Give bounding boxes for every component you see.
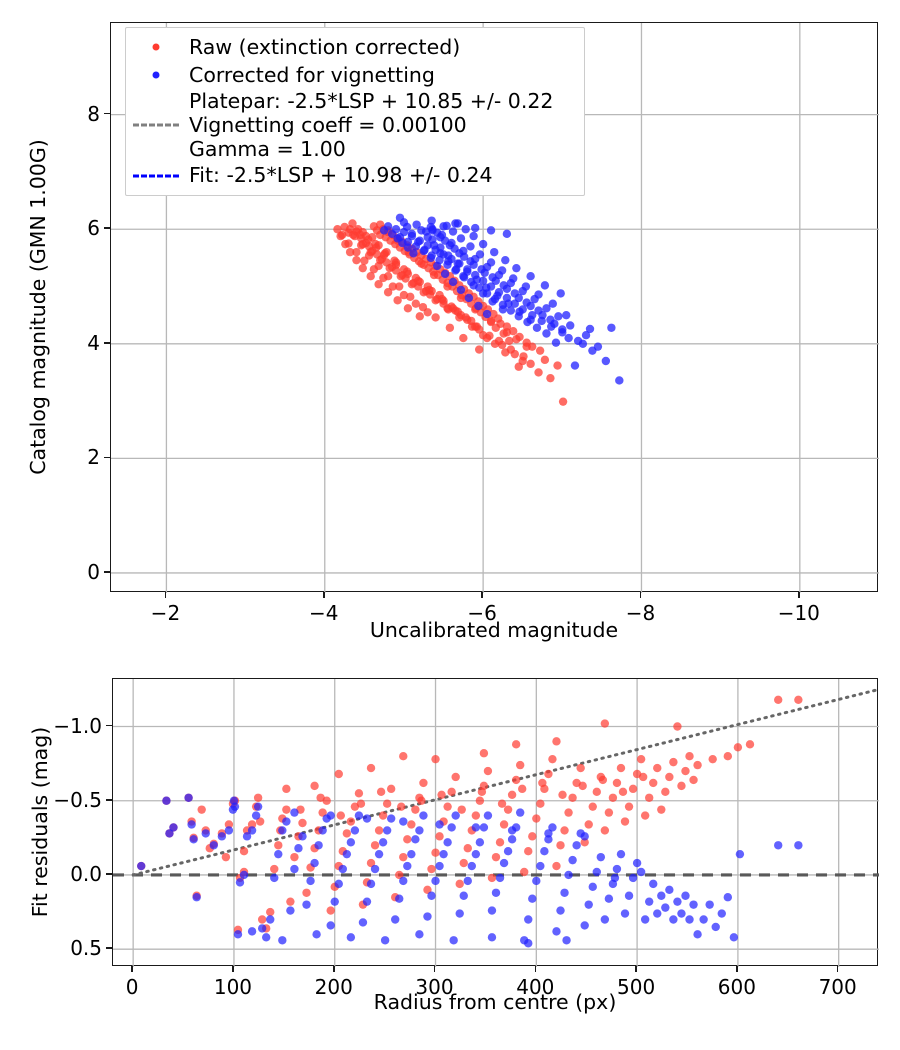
legend-label-corrected: Corrected for vignetting [189,62,435,87]
x-tick-mark [635,966,637,972]
scatter-series [137,695,803,935]
y-tick-mark [106,947,112,949]
magnitude-plot-xlabel: Uncalibrated magnitude [369,618,619,642]
x-tick-label: 200 [314,975,353,999]
fit-residuals-plot [112,678,879,967]
y-tick-label: 6 [87,216,100,241]
x-tick-label: 500 [617,975,656,999]
y-tick-mark [104,571,110,573]
magnitude-plot-legend: Raw (extinction corrected) Corrected for… [125,27,585,196]
x-tick-label: 0 [125,975,139,999]
y-tick-label: 0.5 [70,936,102,961]
x-tick-mark [131,966,133,972]
x-tick-label: 300 [415,975,454,999]
x-tick-mark [164,592,167,598]
legend-marker-corrected-icon [133,63,179,87]
legend-dashed-blue-icon [133,164,179,188]
x-tick-mark [322,592,325,598]
x-tick-label: −2 [150,601,181,625]
x-tick-label: 400 [516,975,555,999]
y-tick-mark [104,342,110,344]
residuals-plot-ylabel: Fit residuals (mag) [28,726,52,918]
y-tick-mark [104,456,110,459]
magnitude-plot-ylabel: Catalog magnitude (GMN 1.00G) [26,139,50,475]
x-tick-label: −10 [777,601,820,625]
x-tick-mark [639,592,642,598]
y-tick-label: 4 [87,330,100,355]
y-tick-label: 0 [87,559,100,584]
y-tick-mark [106,798,112,801]
legend-label-fit: Fit: -2.5*LSP + 10.98 +/- 0.24 [189,163,493,188]
y-tick-label: 8 [87,101,100,126]
residuals-plot-xlabel: Radius from centre (px) [373,990,617,1014]
x-tick-label: −4 [309,601,339,625]
x-tick-mark [798,592,800,598]
y-tick-mark [104,227,110,230]
y-tick-label: 2 [87,445,100,470]
y-tick-mark [104,112,110,115]
y-tick-mark [106,724,112,727]
legend-entry-raw: Raw (extinction corrected) [133,33,575,61]
y-tick-mark [106,873,112,875]
legend-label-platepar: Platepar: -2.5*LSP + 10.85 +/- 0.22 Vign… [189,89,554,162]
x-tick-mark [433,966,436,972]
x-tick-label: 700 [818,975,857,999]
residuals-plot-canvas [113,679,879,967]
legend-dashed-gray-icon [133,113,179,137]
x-tick-mark [481,592,483,598]
x-tick-mark [332,966,335,972]
x-tick-mark [736,966,738,972]
x-tick-mark [534,966,537,972]
scatter-series [137,793,803,948]
legend-entry-platepar: Platepar: -2.5*LSP + 10.85 +/- 0.22 Vign… [133,89,575,162]
legend-marker-raw-icon [133,35,179,59]
legend-label-raw: Raw (extinction corrected) [189,34,461,59]
legend-entry-corrected: Corrected for vignetting [133,61,575,89]
scatter-series [379,213,624,385]
y-tick-label: 0.0 [70,861,102,886]
x-tick-label: −6 [467,601,497,625]
y-tick-label: −1.0 [53,713,102,738]
x-tick-mark [836,966,839,972]
legend-entry-fit: Fit: -2.5*LSP + 10.98 +/- 0.24 [133,162,575,190]
x-tick-label: 600 [717,975,756,999]
y-tick-label: −0.5 [53,787,102,812]
x-tick-label: −8 [625,601,656,625]
x-tick-label: 100 [213,975,253,999]
x-tick-mark [232,966,234,972]
